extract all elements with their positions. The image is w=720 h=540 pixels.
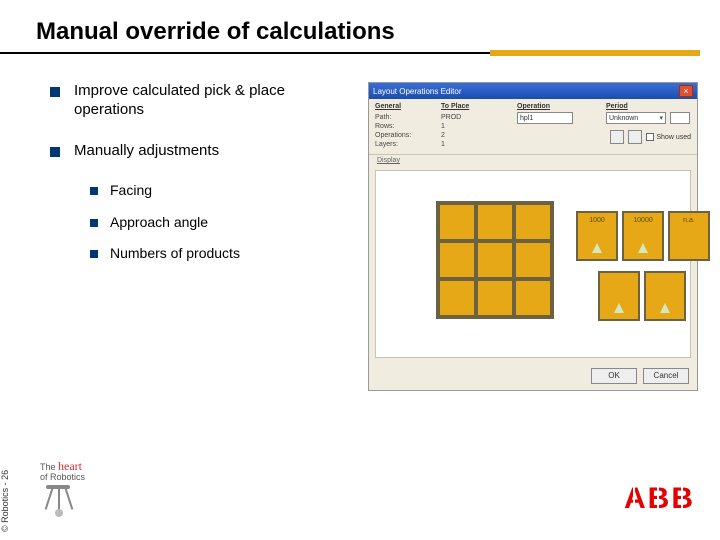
robot-icon [40,485,76,517]
sub-bullet-list: Facing Approach angle Numbers of product… [90,182,350,263]
sub-bullet-text: Approach angle [110,214,208,232]
grid-cell[interactable] [476,279,514,317]
display-label: Display [369,155,697,164]
abb-letter: A [624,482,645,516]
field-value: 2 [441,132,511,139]
toolbar-right: Operation hpl1 Period Unknown [517,103,691,148]
product-box[interactable]: n.a. [668,211,710,261]
sub-bullet-item: Numbers of products [90,245,350,263]
grid-cell[interactable] [438,203,476,241]
bullet-text: Improve calculated pick & place operatio… [74,82,350,120]
sub-bullet-text: Facing [110,182,152,200]
product-box-label: n.a. [670,213,708,224]
copyright-text: © Robotics - 26 [0,470,10,532]
grid-cell[interactable] [438,241,476,279]
product-box[interactable] [598,271,640,321]
field-value: PROD [441,114,511,121]
tool-icon[interactable] [610,130,624,144]
product-box[interactable] [644,271,686,321]
bullet-item: Improve calculated pick & place operatio… [50,82,350,120]
arrow-up-icon [660,303,670,313]
grid-cell[interactable] [476,241,514,279]
product-box-label: 1000 [578,213,616,224]
editor-toolbar: General Path: Rows: Operations: Layers: … [369,99,697,155]
checkbox-icon [646,133,654,141]
checkbox-label: Show used [656,134,691,141]
field-label: Layers: [375,141,435,148]
grid-cell[interactable] [476,203,514,241]
arrow-up-icon [638,243,648,253]
bullet-icon [50,147,60,157]
grid-cell[interactable] [438,279,476,317]
window-title: Layout Operations Editor [373,87,462,96]
field-label: Rows: [375,123,435,130]
show-used-checkbox[interactable]: Show used [646,133,691,141]
grid-cell[interactable] [514,241,552,279]
sub-bullet-item: Approach angle [90,214,350,232]
bullet-list: Improve calculated pick & place operatio… [50,82,350,391]
field-value: 1 [441,123,511,130]
operation-input[interactable]: hpl1 [517,112,573,124]
logo-heart-word: heart [58,459,82,473]
toolbar-left: General Path: Rows: Operations: Layers: [375,103,435,148]
logo-line1: The [40,462,56,472]
arrow-up-icon [614,303,624,313]
bullet-icon [90,219,98,227]
product-box-label: 10000 [624,213,662,224]
content-area: Improve calculated pick & place operatio… [0,54,720,391]
product-boxes-row2 [598,271,686,321]
slide-title: Manual override of calculations [0,0,720,52]
layout-canvas[interactable]: 1000 10000 n.a. [375,170,691,358]
heart-of-robotics-logo: The heart of Robotics [40,460,120,520]
period-heading: Period [606,103,691,110]
bullet-icon [90,250,98,258]
field-label: Path: [375,114,435,121]
grid-cell[interactable] [514,203,552,241]
title-underline [0,52,700,54]
sub-bullet-text: Numbers of products [110,245,240,263]
sub-bullet-item: Facing [90,182,350,200]
product-boxes-row1: 1000 10000 n.a. [576,211,710,261]
arrow-up-icon [592,243,602,253]
tool-icon[interactable] [628,130,642,144]
product-box[interactable]: 10000 [622,211,664,261]
bullet-icon [50,87,60,97]
ok-button[interactable]: OK [591,368,637,384]
abb-letter: B [648,482,669,516]
toplace-heading: To Place [441,103,511,110]
field-label: Operations: [375,132,435,139]
bullet-item: Manually adjustments [50,142,350,161]
close-icon[interactable]: × [679,85,693,97]
bullet-text: Manually adjustments [74,142,219,161]
bullet-icon [90,187,98,195]
operation-heading: Operation [517,103,602,110]
editor-window: Layout Operations Editor × General Path:… [368,82,698,391]
general-heading: General [375,103,435,110]
abb-letter: B [671,482,692,516]
product-box[interactable]: 1000 [576,211,618,261]
logo-line2: of Robotics [40,472,85,482]
grid-cell[interactable] [514,279,552,317]
toolbar-mid: To Place PROD 1 2 1 [441,103,511,148]
logo-text: The heart of Robotics [40,460,120,483]
abb-logo: A B B [624,482,692,516]
window-titlebar[interactable]: Layout Operations Editor × [369,83,697,99]
field-value: 1 [441,141,511,148]
period-dropdown[interactable]: Unknown [606,112,666,124]
dialog-footer: OK Cancel [369,364,697,390]
pallet-grid [436,201,554,319]
cancel-button[interactable]: Cancel [643,368,689,384]
period-num-input[interactable] [670,112,690,124]
